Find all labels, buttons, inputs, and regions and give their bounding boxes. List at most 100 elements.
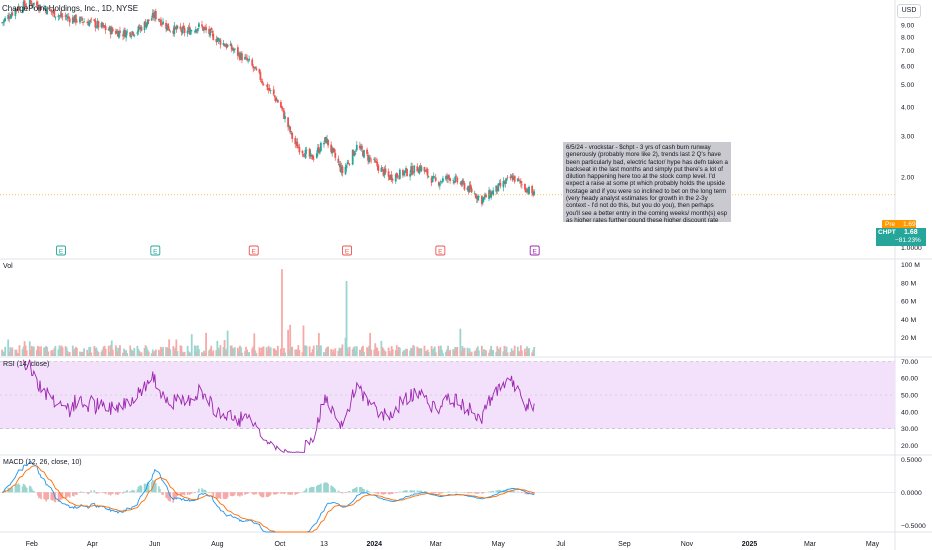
candle-body: [517, 178, 520, 180]
candle: [373, 156, 376, 163]
volume-bar: [186, 345, 189, 356]
macd-hist-bar: [223, 492, 226, 500]
volume-bar: [187, 351, 190, 356]
candle: [355, 141, 358, 152]
macd-hist-bar: [413, 490, 416, 493]
candle: [344, 163, 347, 176]
candle-body: [426, 169, 429, 176]
candle-body: [248, 58, 251, 61]
candle: [29, 0, 32, 5]
candle: [18, 5, 21, 11]
candle: [390, 170, 393, 183]
candle-body: [147, 19, 150, 22]
macd-hist-bar: [147, 482, 150, 493]
candle: [241, 50, 243, 64]
candle-body: [427, 176, 430, 177]
candle: [109, 25, 112, 39]
volume-bar: [351, 349, 354, 356]
volume-bar: [506, 352, 509, 356]
volume-bar: [216, 340, 219, 356]
candle: [489, 189, 491, 198]
candle-body: [81, 17, 83, 21]
candle: [447, 174, 449, 184]
candle: [474, 193, 477, 199]
candle-body: [54, 16, 57, 18]
volume-bar: [162, 347, 164, 356]
time-axis-tick: May: [866, 541, 880, 548]
volume-bar: [290, 347, 293, 356]
candle: [517, 176, 520, 182]
signal-line: [2, 465, 535, 533]
candle: [362, 150, 364, 157]
candle: [491, 190, 494, 195]
time-axis-tick: Apr: [87, 541, 99, 548]
candle-body: [298, 146, 301, 153]
candle: [518, 179, 521, 184]
candle-body: [511, 176, 514, 181]
candle: [246, 54, 248, 62]
candle-body: [376, 161, 379, 167]
candle-body: [469, 184, 472, 189]
candle-body: [360, 146, 362, 149]
volume-bar: [96, 350, 99, 356]
macd-hist-bar: [416, 490, 419, 493]
candle-body: [154, 10, 157, 20]
macd-hist-bar: [333, 488, 336, 493]
candle-body: [424, 170, 427, 172]
candle-body: [117, 30, 119, 37]
macd-hist-bar: [359, 486, 361, 493]
candle-body: [330, 144, 333, 152]
volume-bar: [45, 346, 48, 356]
candle-body: [417, 172, 420, 173]
candle: [123, 27, 125, 40]
time-axis-tick: May: [492, 541, 506, 548]
macd-hist-bar: [39, 492, 41, 498]
candle: [115, 28, 118, 34]
volume-bar: [229, 345, 232, 356]
macd-hist-bar: [430, 492, 433, 494]
macd-hist-bar: [380, 492, 383, 495]
macd-hist-bar: [356, 486, 358, 493]
candle-body: [204, 26, 206, 28]
candle-body: [160, 19, 162, 26]
volume-bar: [467, 352, 470, 356]
currency-button[interactable]: USD: [897, 4, 921, 18]
macd-hist-bar: [254, 492, 257, 495]
candle: [15, 8, 18, 14]
macd-histogram: [2, 479, 535, 503]
macd-hist-bar: [420, 490, 423, 493]
volume-bar: [462, 349, 465, 356]
candle-body: [470, 188, 473, 193]
candle-body: [237, 52, 240, 55]
candle-body: [283, 110, 285, 119]
volume-bar: [354, 350, 357, 356]
candle-body: [40, 6, 42, 10]
candle: [453, 180, 456, 185]
candle: [276, 99, 279, 104]
volume-bar: [212, 350, 215, 356]
volume-bar: [366, 347, 368, 356]
candle-body: [380, 167, 383, 172]
candle-body: [64, 15, 67, 17]
candle: [445, 174, 447, 182]
candle-body: [111, 28, 114, 32]
candle-body: [405, 168, 407, 172]
candle: [309, 149, 312, 160]
macd-label: MACD (12, 26, close, 10): [3, 459, 82, 466]
candle-body: [485, 194, 487, 198]
macd-hist-bar: [354, 487, 357, 493]
candle: [39, 4, 41, 13]
rsi-label: RSI (14, close): [3, 361, 50, 368]
volume-bar: [323, 352, 325, 356]
volume-bar: [503, 345, 506, 356]
volume-bar: [172, 346, 175, 356]
macd-hist-bar: [174, 492, 177, 499]
candle-body: [123, 29, 125, 36]
candle-body: [72, 17, 75, 22]
candle-body: [216, 39, 219, 42]
macd-hist-bar: [205, 490, 207, 493]
candle-body: [510, 175, 513, 178]
candle: [462, 178, 465, 185]
volume-bar: [165, 347, 167, 356]
